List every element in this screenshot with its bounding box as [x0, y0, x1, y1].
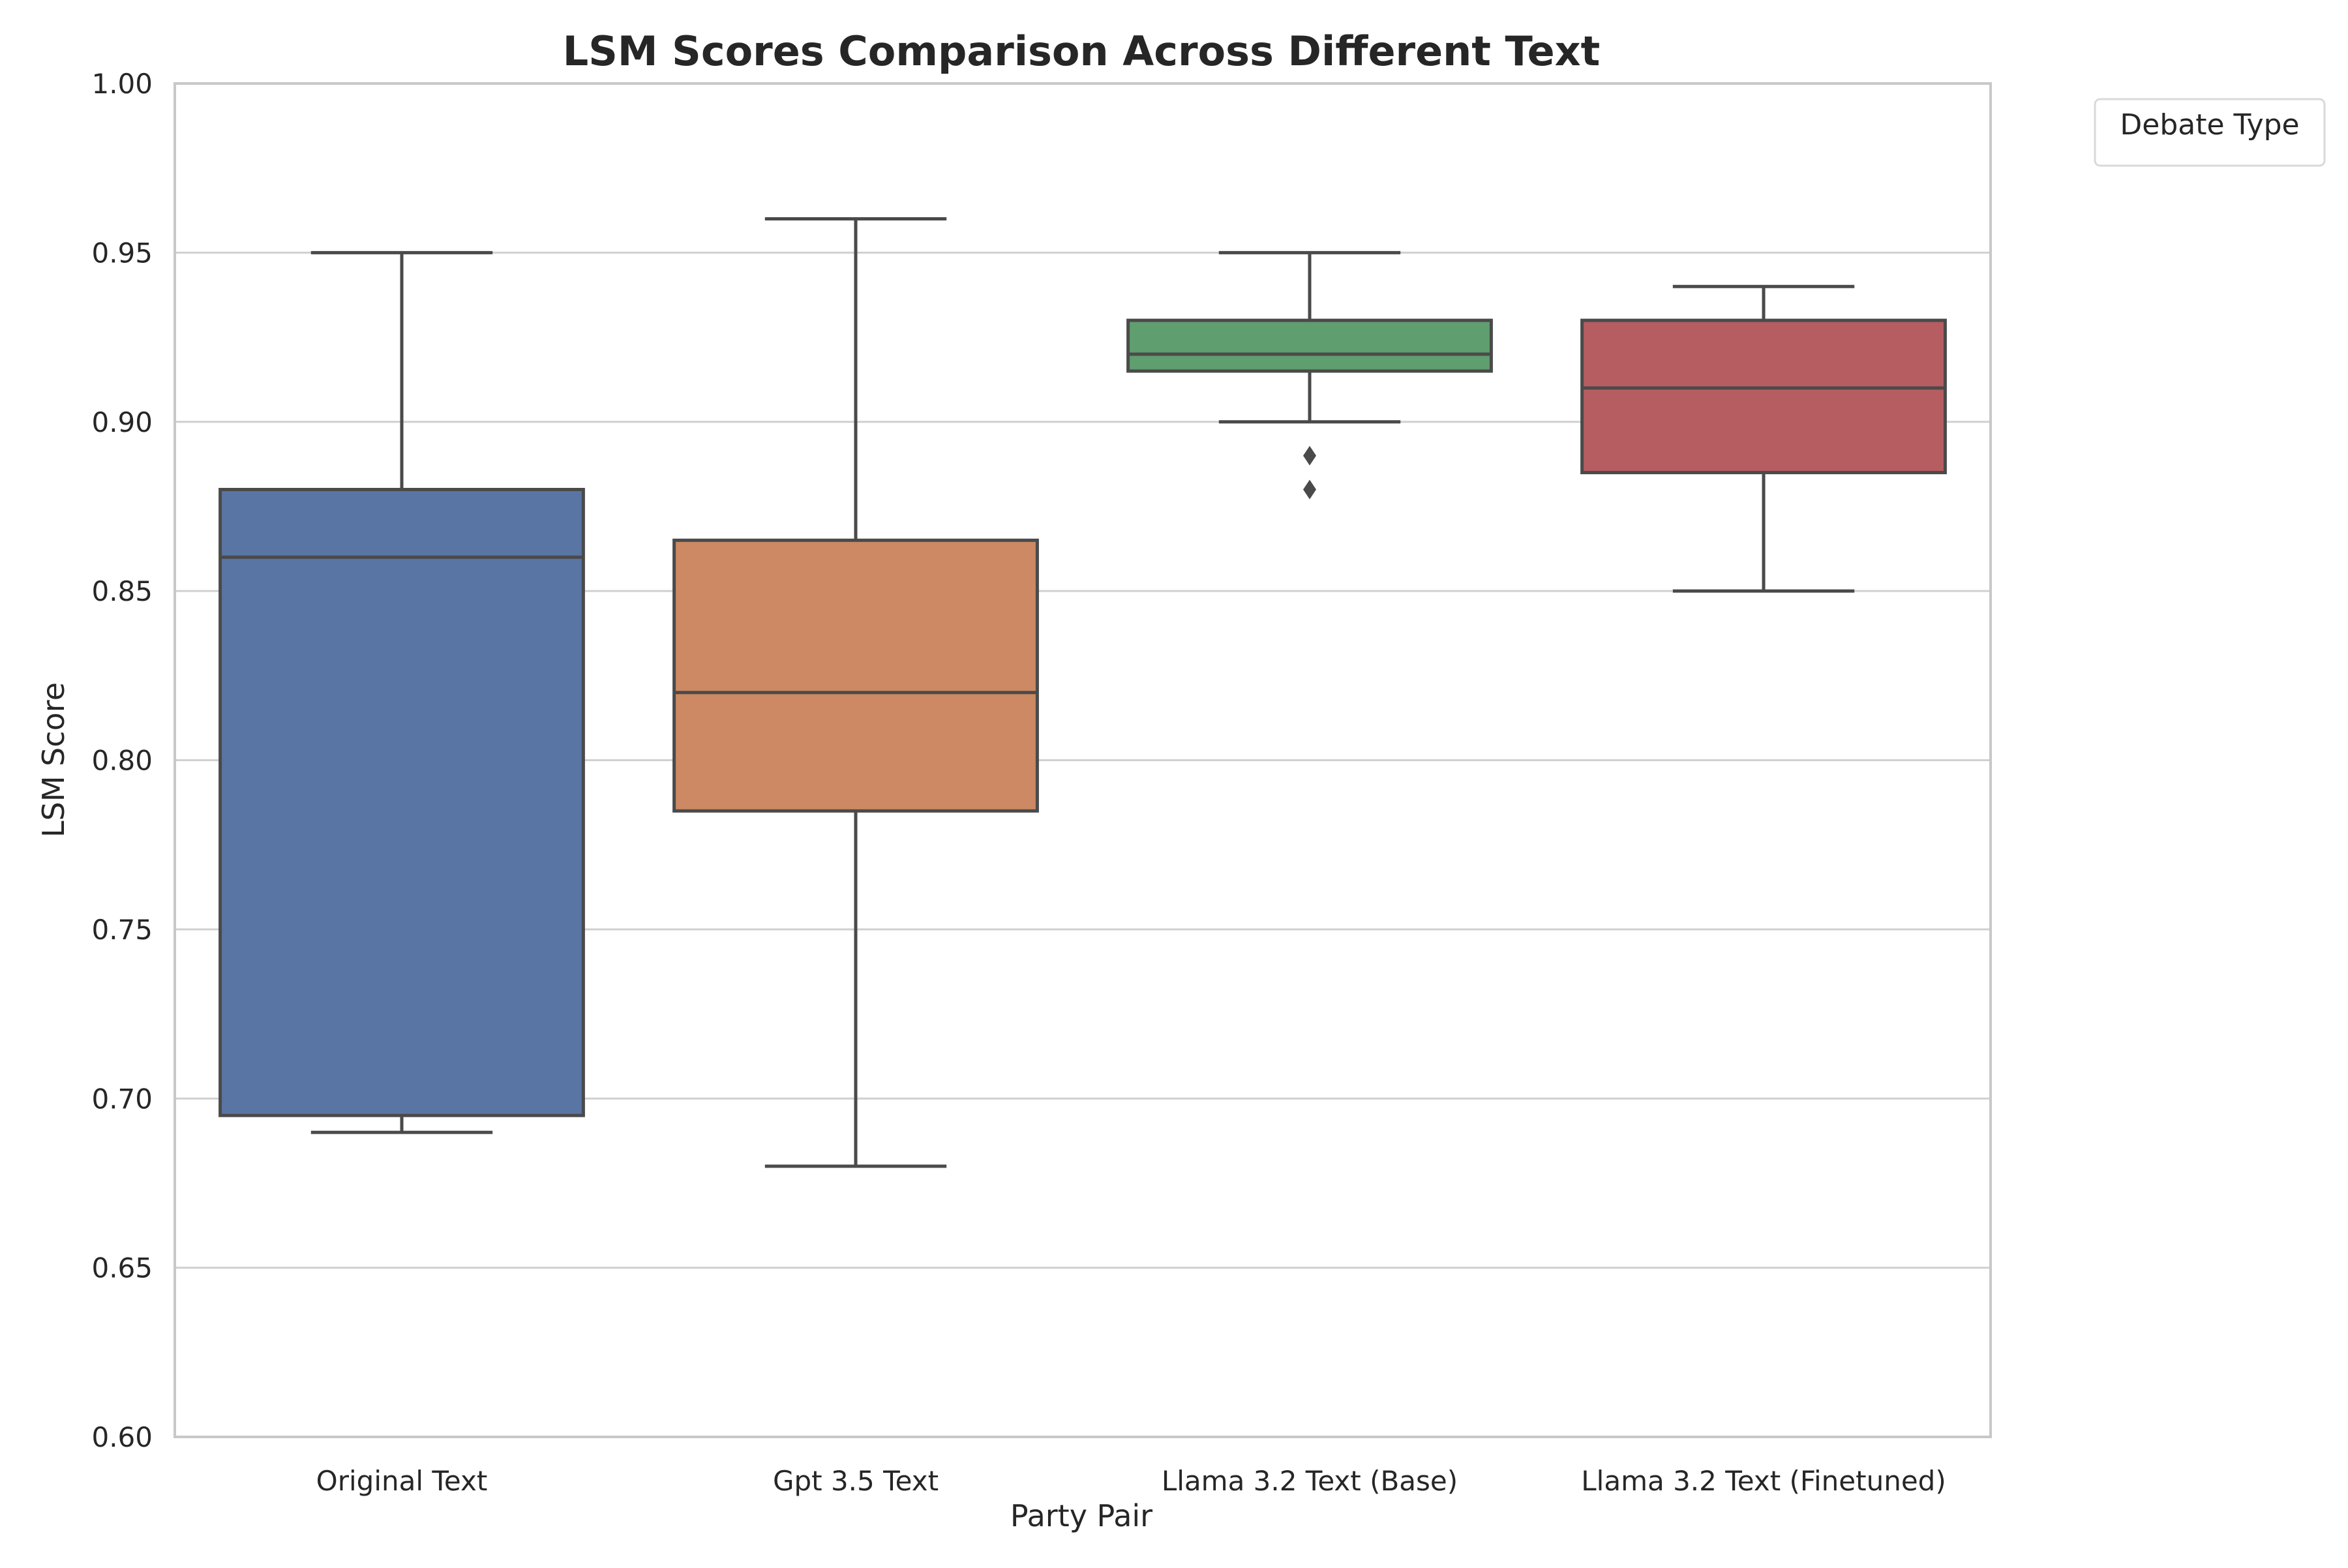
- x-tick-label: Original Text: [316, 1465, 488, 1497]
- plot-frame: [173, 82, 1992, 1438]
- y-tick-label: 0.65: [91, 1252, 153, 1284]
- y-axis-label: LSM Score: [36, 682, 71, 837]
- box-iqr: [218, 488, 585, 1117]
- y-tick-label: 0.75: [91, 914, 153, 946]
- x-tick-label: Llama 3.2 Text (Finetuned): [1581, 1465, 1946, 1497]
- y-tick-label: 0.70: [91, 1083, 153, 1115]
- x-axis-label: Party Pair: [1010, 1498, 1152, 1533]
- legend-box: [2094, 98, 2326, 167]
- chart-title: LSM Scores Comparison Across Different T…: [563, 27, 1601, 75]
- y-tick-label: 0.80: [91, 745, 153, 777]
- x-axis-ticks: Original Text Gpt 3.5 Text Llama 3.2 Text …: [316, 1465, 1946, 1497]
- boxes: [218, 217, 1947, 1168]
- x-tick-label: Gpt 3.5 Text: [773, 1465, 939, 1497]
- box-group: [218, 250, 585, 1134]
- y-tick-label: 0.60: [91, 1421, 153, 1453]
- y-tick-label: 0.90: [91, 406, 153, 438]
- box-iqr: [672, 538, 1039, 813]
- y-tick-label: 1.00: [91, 68, 153, 100]
- y-tick-label: 0.85: [91, 575, 153, 607]
- legend: Debate Type: [2094, 98, 2326, 167]
- box-group: [1126, 250, 1493, 500]
- y-tick-label: 0.95: [91, 237, 153, 269]
- box-iqr: [1580, 318, 1947, 475]
- outlier-point: [1303, 479, 1316, 500]
- outlier-point: [1303, 445, 1316, 466]
- x-tick-label: Llama 3.2 Text (Base): [1162, 1465, 1458, 1497]
- box-iqr: [1126, 318, 1493, 373]
- box-group: [1580, 284, 1947, 593]
- y-axis-ticks: 0.60 0.65 0.70 0.75 0.80 0.85 0.90 0.95 1.00: [91, 68, 153, 1453]
- legend-title: Debate Type: [2120, 108, 2299, 142]
- box-group: [672, 217, 1039, 1168]
